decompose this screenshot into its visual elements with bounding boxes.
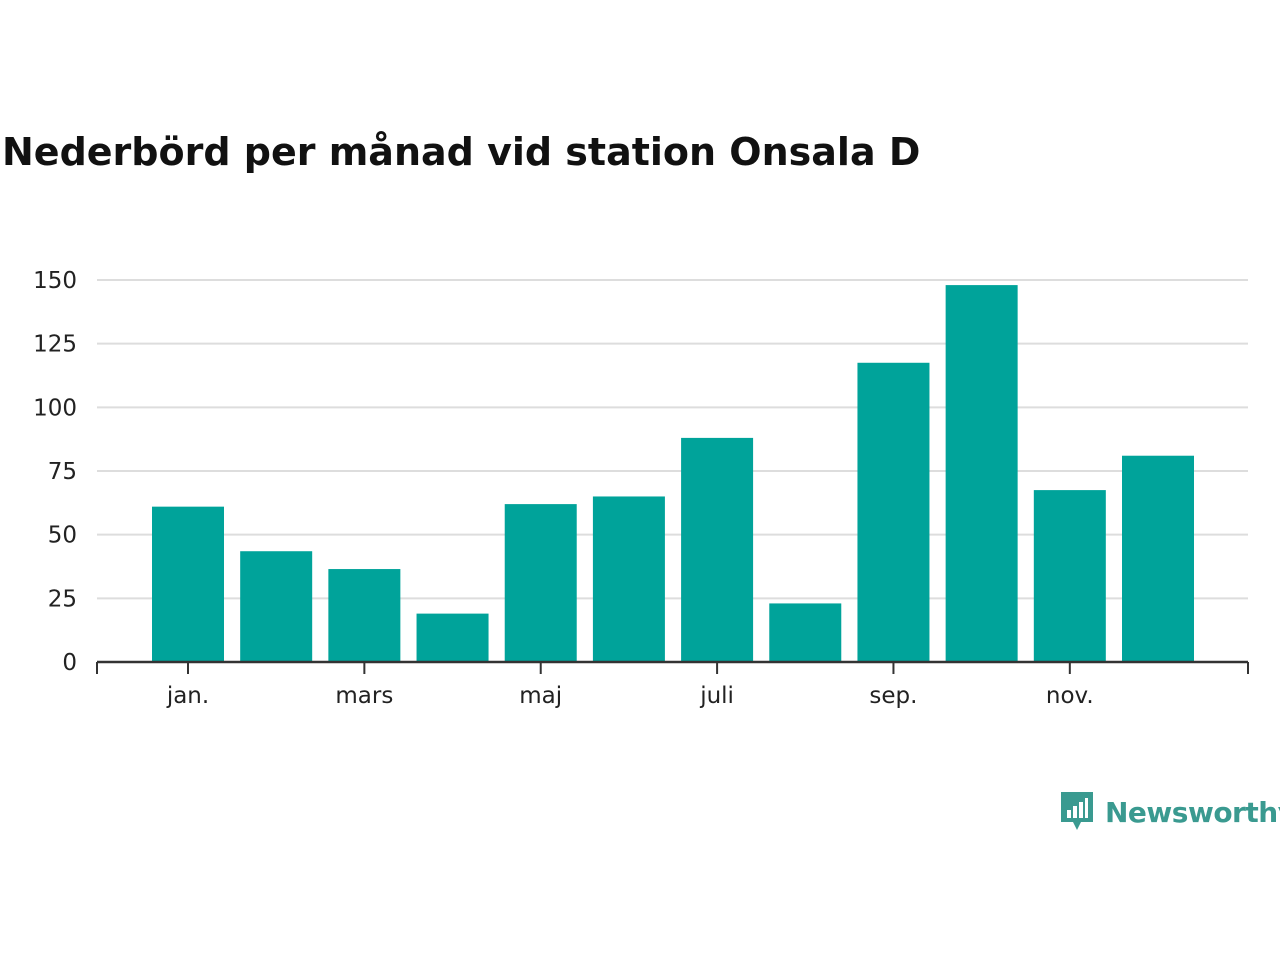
newsworthy-logo: Newsworthy xyxy=(1059,790,1280,834)
bar-10 xyxy=(1033,490,1106,662)
axes xyxy=(96,660,1249,674)
y-tick-label-150: 150 xyxy=(33,268,77,294)
y-tick-labels: 0 25 50 75 100 125 150 xyxy=(33,268,77,676)
bar-5 xyxy=(592,496,665,662)
x-tick-label-2: mars xyxy=(335,683,393,709)
chart-title: Nederbörd per månad vid station Onsala D xyxy=(2,130,921,174)
bar-7 xyxy=(769,603,842,662)
bar-3 xyxy=(416,613,489,662)
bar-1 xyxy=(240,551,313,662)
newsworthy-logo-icon xyxy=(1061,792,1093,830)
bar-2 xyxy=(328,569,401,662)
bar-8 xyxy=(857,362,930,662)
bar-11 xyxy=(1122,455,1194,662)
x-tick-label-4: maj xyxy=(519,683,562,709)
bar-0 xyxy=(152,506,224,662)
y-tick-label-75: 75 xyxy=(48,459,77,485)
y-tick-label-125: 125 xyxy=(33,332,77,358)
y-tick-label-25: 25 xyxy=(48,586,77,612)
y-tick-label-50: 50 xyxy=(48,523,77,549)
x-tick-label-6: juli xyxy=(699,683,734,709)
bars xyxy=(152,285,1194,662)
bar-6 xyxy=(681,437,754,662)
x-tick-label-10: nov. xyxy=(1046,683,1094,709)
y-tick-label-100: 100 xyxy=(33,395,77,421)
x-tick-labels: jan. mars maj juli sep. nov. xyxy=(166,683,1094,709)
bar-4 xyxy=(504,504,577,662)
x-tick-label-0: jan. xyxy=(166,683,209,709)
brand-name: Newsworthy xyxy=(1105,795,1280,829)
bar-9 xyxy=(945,285,1018,662)
y-tick-label-0: 0 xyxy=(62,650,77,676)
x-tick-label-8: sep. xyxy=(869,683,917,709)
